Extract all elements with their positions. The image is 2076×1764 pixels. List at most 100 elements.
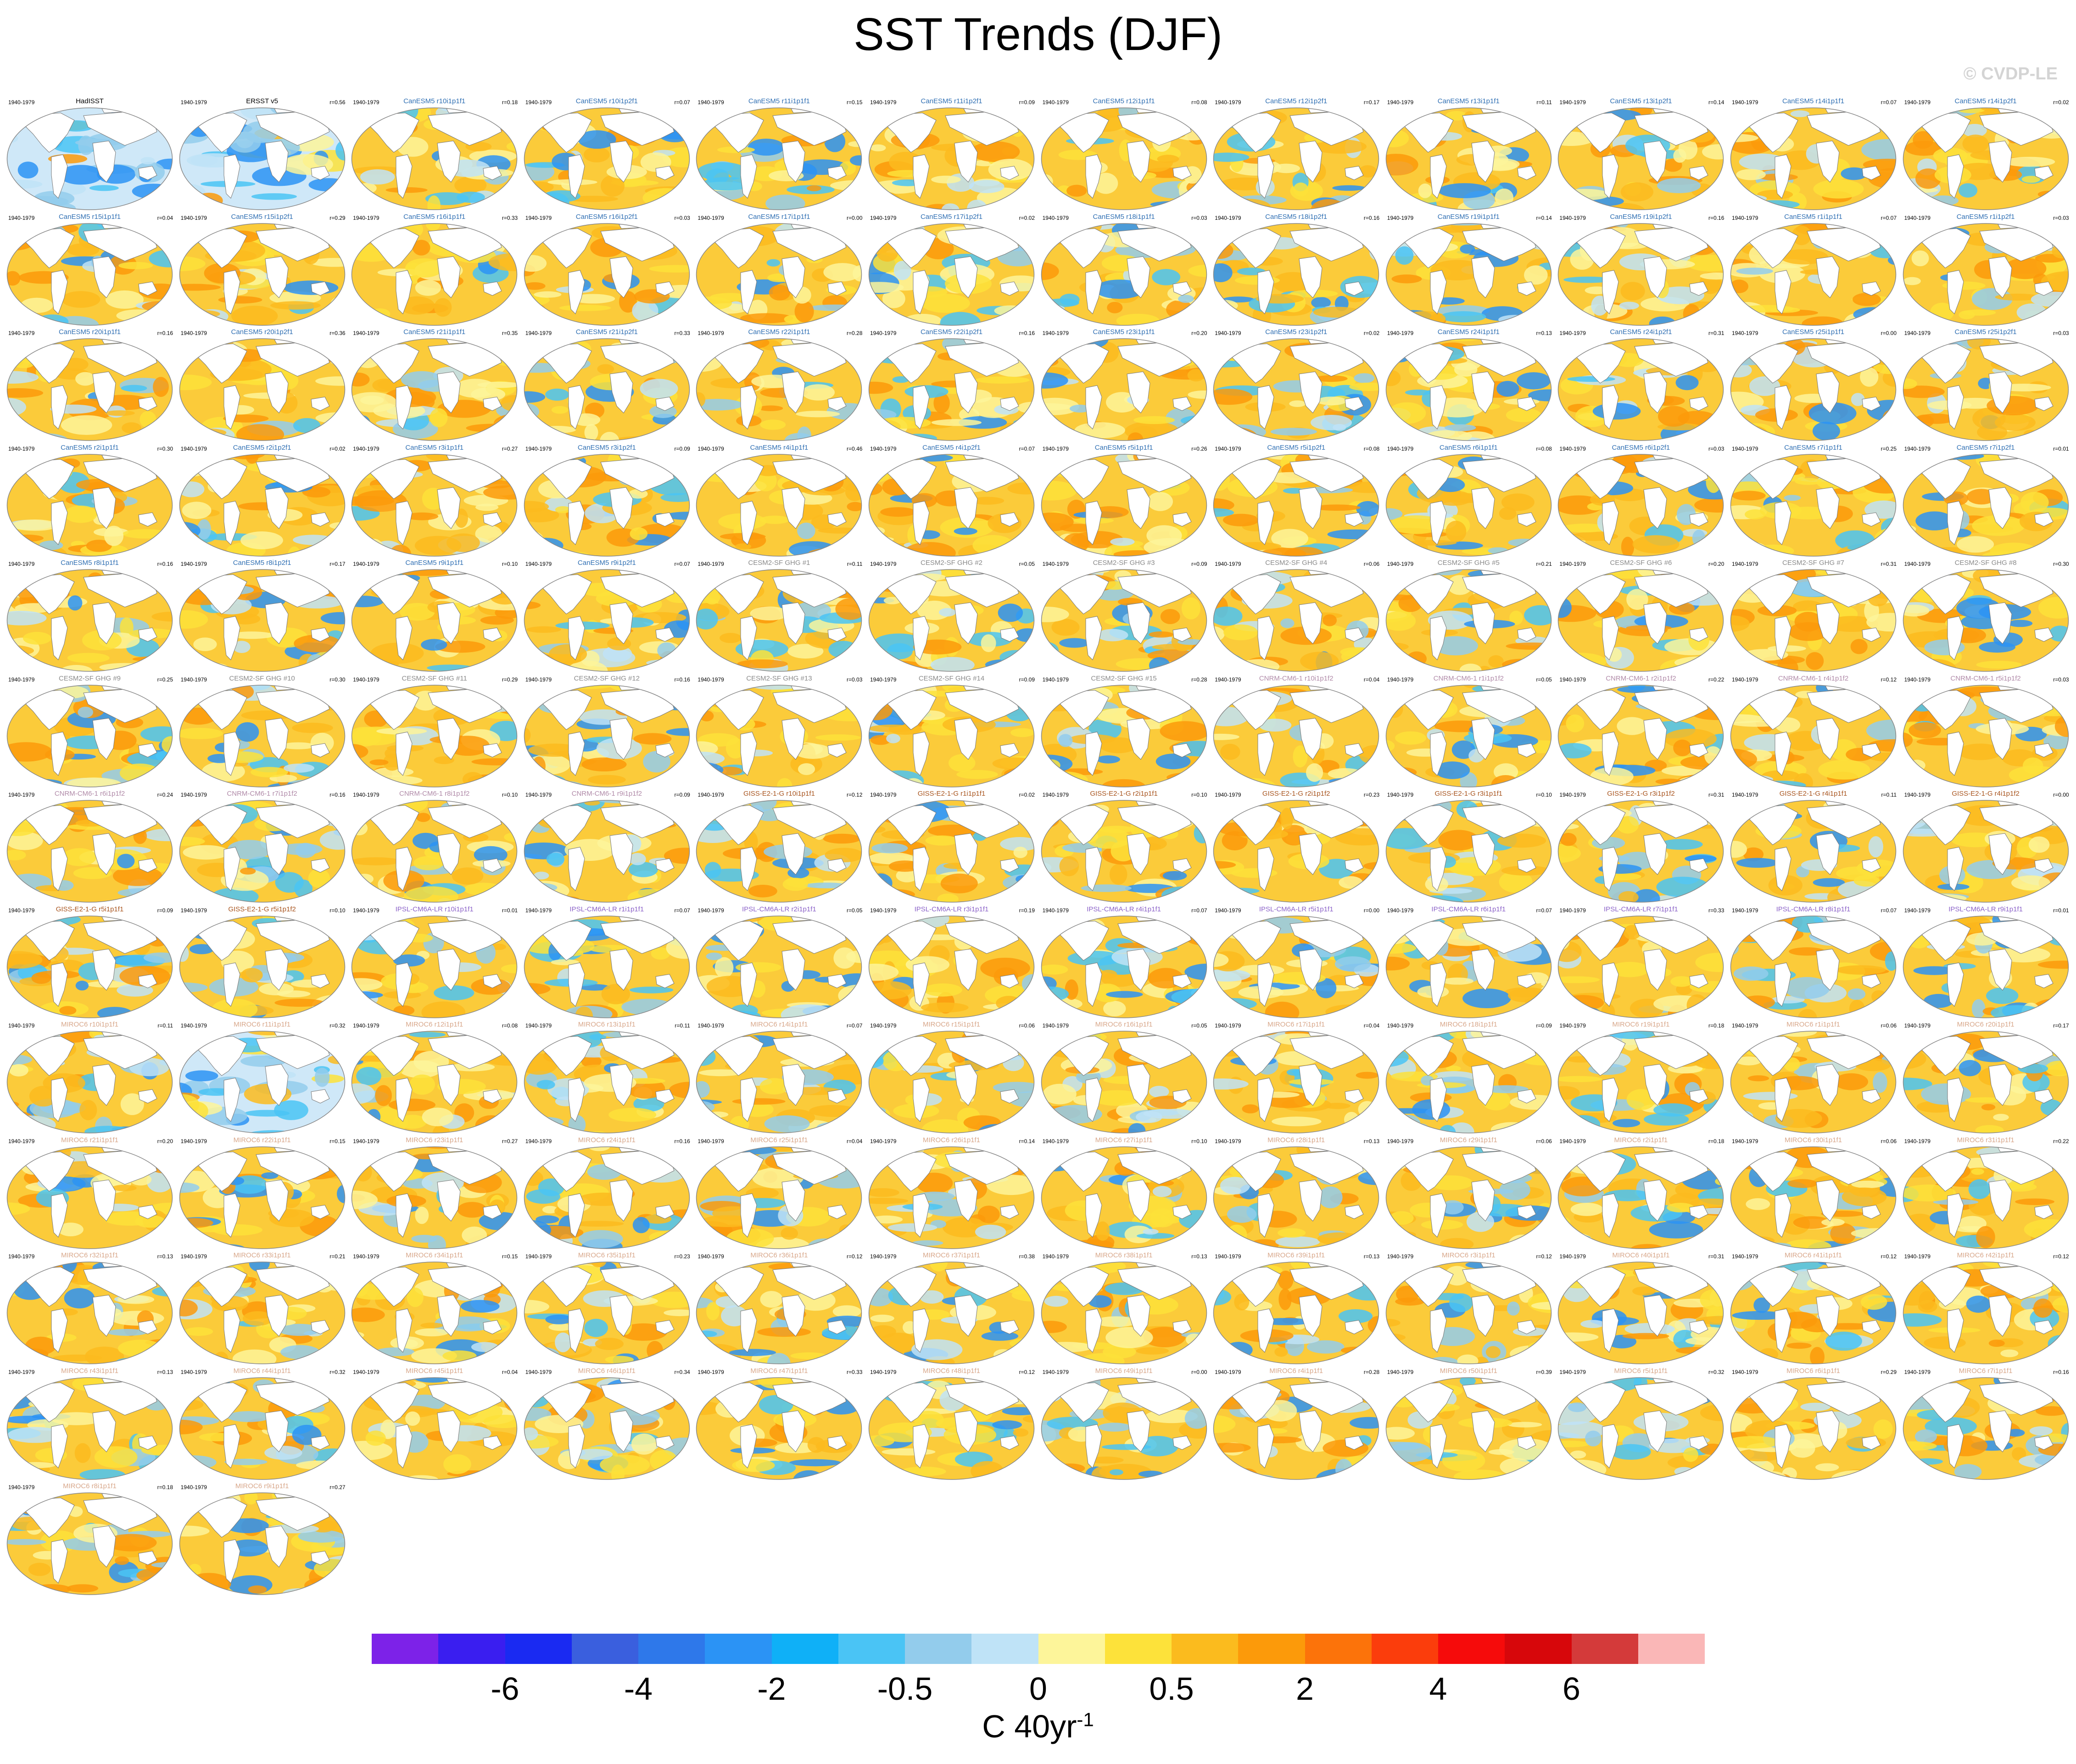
map-panel: 1940-1979 CanESM5 r7i1p1f1 r=0.25 xyxy=(1727,444,1899,558)
map-panel-field xyxy=(868,1031,1035,1133)
panel-period-label: 1940-1979 xyxy=(8,1253,35,1260)
panel-period-label: 1940-1979 xyxy=(1559,792,1586,798)
map-panel: 1940-1979 CanESM5 r17i1p2f1 r=0.02 xyxy=(865,213,1038,328)
panel-correlation: r=0.05 xyxy=(847,907,863,914)
panel-title: CESM2-SF GHG #15 xyxy=(1091,674,1157,682)
panel-title: CNRM-CM6-1 r5i1p1f2 xyxy=(1950,674,2021,682)
panel-period-label: 1940-1979 xyxy=(1732,99,1758,106)
panel-title: MIROC6 r26i1p1f1 xyxy=(922,1136,981,1144)
panel-title: MIROC6 r23i1p1f1 xyxy=(406,1136,463,1144)
map-panel: 1940-1979 GISS-E2-1-G r5i1p1f2 r=0.10 xyxy=(176,905,348,1020)
map-panel-field xyxy=(1385,1262,1552,1364)
map-panel: 1940-1979 MIROC6 r37i1p1f1 r=0.38 xyxy=(865,1251,1038,1366)
map-panel-field xyxy=(868,1262,1035,1364)
panel-title: CESM2-SF GHG #9 xyxy=(58,674,121,682)
map-panel: 1940-1979 CanESM5 r10i1p2f1 r=0.07 xyxy=(521,97,693,212)
panel-period-label: 1940-1979 xyxy=(1904,676,1931,683)
panel-correlation: r=0.46 xyxy=(847,445,863,452)
panel-title: GISS-E2-1-G r5i1p1f1 xyxy=(56,905,124,913)
map-panel-field xyxy=(1041,1262,1207,1364)
panel-correlation: r=0.07 xyxy=(674,99,690,106)
panel-period-label: 1940-1979 xyxy=(1732,792,1758,798)
map-panel-field xyxy=(524,915,690,1018)
map-panel: 1940-1979 MIROC6 r19i1p1f1 r=0.18 xyxy=(1555,1021,1727,1135)
map-panel-field xyxy=(696,800,862,903)
panel-period-label: 1940-1979 xyxy=(1215,1138,1241,1144)
panel-period-label: 1940-1979 xyxy=(1559,99,1586,106)
map-panel-field xyxy=(1041,1377,1207,1480)
panel-title: MIROC6 r28i1p1f1 xyxy=(1267,1136,1325,1144)
panel-title: MIROC6 r13i1p1f1 xyxy=(578,1021,636,1028)
map-panel: 1940-1979 MIROC6 r3i1p1f1 r=0.12 xyxy=(1383,1251,1555,1366)
panel-correlation: r=0.31 xyxy=(1708,330,1724,336)
map-panel-field xyxy=(1730,569,1897,672)
map-panel-field xyxy=(179,1492,345,1595)
panel-period-label: 1940-1979 xyxy=(1215,445,1241,452)
map-panel-field xyxy=(524,453,690,557)
colorbar-swatch xyxy=(1638,1634,1705,1664)
panel-correlation: r=0.31 xyxy=(1708,1253,1724,1260)
map-panel: 1940-1979 GISS-E2-1-G r2i1p1f2 r=0.23 xyxy=(1210,790,1382,904)
map-panel-field xyxy=(1903,1262,2069,1364)
panel-correlation: r=0.07 xyxy=(1881,907,1897,914)
panel-correlation: r=0.10 xyxy=(502,792,518,798)
map-panel-field xyxy=(1558,107,1724,210)
panel-period-label: 1940-1979 xyxy=(180,1368,207,1375)
map-panel-field xyxy=(351,338,518,441)
map-panel-field xyxy=(179,1377,345,1480)
colorbar-swatch xyxy=(1038,1634,1105,1664)
map-panel: 1940-1979 CanESM5 r11i1p1f1 r=0.15 xyxy=(693,97,865,212)
panel-period-label: 1940-1979 xyxy=(1559,561,1586,567)
map-panel: 1940-1979 GISS-E2-1-G r4i1p1f1 r=0.11 xyxy=(1727,790,1899,904)
panel-period-label: 1940-1979 xyxy=(353,907,379,914)
panel-period-label: 1940-1979 xyxy=(1904,99,1931,106)
panel-title: CESM2-SF GHG #5 xyxy=(1437,559,1500,567)
map-panel-field xyxy=(524,569,690,672)
panel-period-label: 1940-1979 xyxy=(1042,907,1069,914)
panel-period-label: 1940-1979 xyxy=(1387,445,1414,452)
panel-period-label: 1940-1979 xyxy=(870,1138,897,1144)
panel-title: CanESM5 r2i1p1f1 xyxy=(61,443,119,452)
colorbar-swatch xyxy=(971,1634,1038,1664)
panel-correlation: r=0.03 xyxy=(1191,214,1207,221)
panel-correlation: r=0.22 xyxy=(2053,1138,2069,1144)
panel-correlation: r=0.17 xyxy=(1363,99,1380,106)
map-panel: 1940-1979 CESM2-SF GHG #7 r=0.31 xyxy=(1727,559,1899,674)
panel-title: CanESM5 r21i1p1f1 xyxy=(403,328,466,336)
panel-title: CanESM5 r14i1p1f1 xyxy=(1782,97,1845,105)
panel-correlation: r=0.04 xyxy=(847,1138,863,1144)
map-panel: 1940-1979 MIROC6 r39i1p1f1 r=0.13 xyxy=(1210,1251,1382,1366)
panel-correlation: r=0.26 xyxy=(1191,445,1207,452)
map-panel-field xyxy=(868,915,1035,1018)
map-panel-field xyxy=(1213,915,1379,1018)
map-panel: 1940-1979 MIROC6 r32i1p1f1 r=0.13 xyxy=(4,1251,176,1366)
panel-title: CanESM5 r2i1p2f1 xyxy=(233,443,291,452)
map-panel: 1940-1979 CanESM5 r7i1p2f1 r=0.01 xyxy=(1900,444,2072,558)
map-panel-field xyxy=(1730,1146,1897,1249)
map-panel-field xyxy=(1730,1377,1897,1480)
colorbar-swatch xyxy=(505,1634,572,1664)
map-panel: 1940-1979 MIROC6 r18i1p1f1 r=0.09 xyxy=(1383,1021,1555,1135)
panel-period-label: 1940-1979 xyxy=(353,330,379,336)
panel-correlation: r=0.09 xyxy=(674,445,690,452)
map-panel-field xyxy=(1558,1031,1724,1133)
colorbar-swatch xyxy=(1305,1634,1372,1664)
map-panel: 1940-1979 IPSL-CM6A-LR r1i1p1f1 r=0.07 xyxy=(521,905,693,1020)
map-panel-field xyxy=(1903,569,2069,672)
map-panel-field xyxy=(1385,223,1552,326)
map-panel: 1940-1979 MIROC6 r24i1p1f1 r=0.16 xyxy=(521,1136,693,1251)
map-panel-field xyxy=(1041,223,1207,326)
colorbar-tick-label: 0 xyxy=(1029,1671,1047,1707)
panel-title: GISS-E2-1-G r3i1p1f2 xyxy=(1607,790,1675,798)
map-panel-field xyxy=(1041,1031,1207,1133)
panel-title: CanESM5 r10i1p1f1 xyxy=(403,97,466,105)
panel-title: CanESM5 r10i1p2f1 xyxy=(575,97,638,105)
map-panel-field xyxy=(1730,107,1897,210)
map-panel: 1940-1979 MIROC6 r12i1p1f1 r=0.08 xyxy=(348,1021,520,1135)
map-panel: 1940-1979 MIROC6 r42i1p1f1 r=0.12 xyxy=(1900,1251,2072,1366)
panel-period-label: 1940-1979 xyxy=(1387,214,1414,221)
panel-period-label: 1940-1979 xyxy=(1042,1022,1069,1029)
map-panel: 1940-1979 CNRM-CM6-1 r2i1p1f2 r=0.22 xyxy=(1555,675,1727,789)
panel-period-label: 1940-1979 xyxy=(1559,445,1586,452)
map-panel: 1940-1979 CNRM-CM6-1 r5i1p1f2 r=0.03 xyxy=(1900,675,2072,789)
